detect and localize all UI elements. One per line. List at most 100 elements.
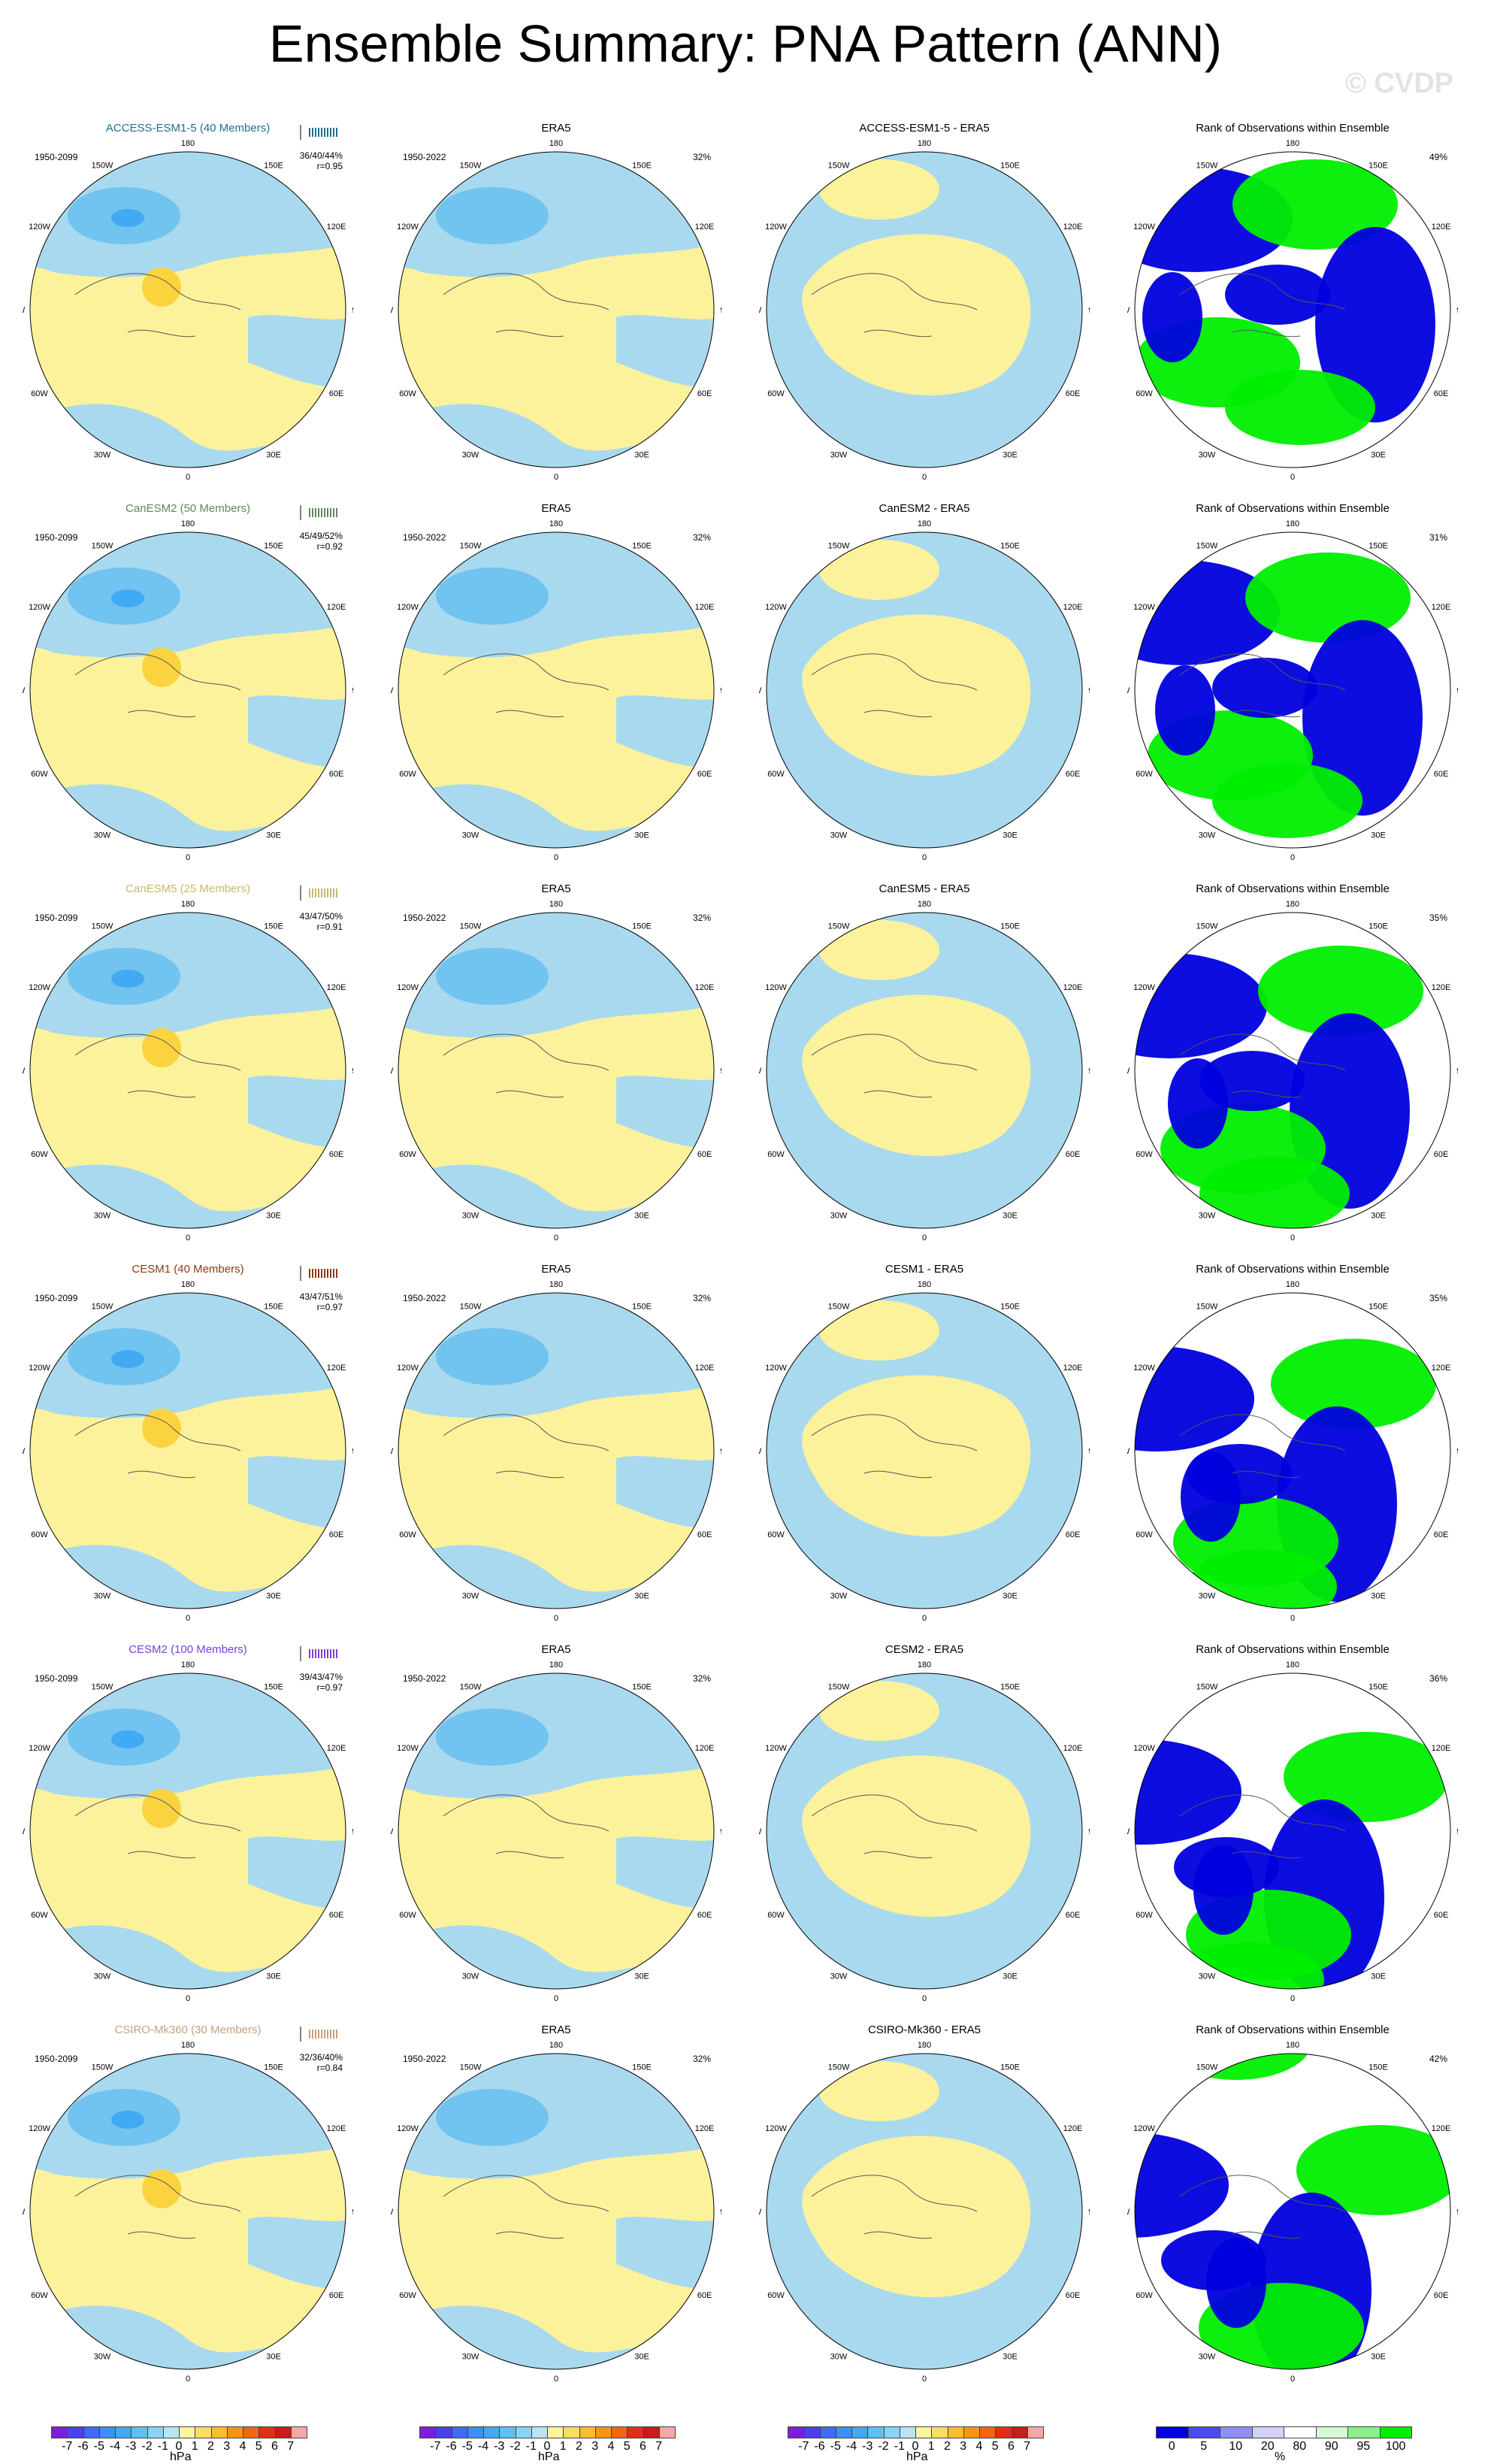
longitude-label: 60W	[31, 1150, 48, 1159]
spread-whisker-icon	[300, 125, 337, 140]
longitude-label: 120E	[695, 983, 715, 992]
stats-label: 43/47/50%	[299, 911, 343, 922]
longitude-label: 150W	[460, 2063, 482, 2072]
low-center	[436, 568, 549, 625]
map-border	[29, 1292, 346, 1609]
longitude-label: 180	[181, 2041, 195, 2050]
longitude-label: 30W	[94, 1972, 111, 1981]
longitude-label: 90W	[759, 1067, 762, 1076]
diff-map: 180 150E 120E 90E 60E 30E 0 30W 60W 90W 120W 150W	[759, 139, 1090, 482]
longitude-label: 90E	[1456, 686, 1458, 695]
map-border	[1134, 151, 1451, 468]
colorbar-swatch	[579, 2426, 596, 2438]
longitude-label: 180	[549, 519, 563, 528]
model-map: 180 150E 120E 90E 60E 30E 0 30W 60W 90W 120W 150W	[23, 900, 353, 1243]
longitude-label: 30E	[1371, 2352, 1386, 2361]
obs-title: ERA5	[541, 122, 571, 135]
period-label: 1950-2099	[35, 1293, 78, 1303]
map-panel: ERA5 1950-2022 32% 180 150E 120E 90E 60E 30E 0 30W…	[391, 1643, 721, 2019]
colorbar-swatch	[867, 2426, 885, 2438]
colorbar-swatch	[1011, 2426, 1028, 2438]
rank-map: 180 150E 120E 90E 60E 30E 0 30W 60W 90W 120W 150W	[1127, 139, 1458, 482]
map-border	[29, 2053, 346, 2370]
map-border	[398, 1292, 715, 1609]
stats-label: 45/49/52%	[299, 531, 343, 541]
longitude-label: 150E	[264, 2063, 283, 2072]
rank-region	[1135, 2133, 1229, 2238]
longitude-label: 60W	[1136, 1911, 1153, 1920]
longitude-label: 30E	[1371, 831, 1386, 840]
longitude-label: 150W	[828, 922, 850, 931]
model-title: CanESM5 (25 Members)	[126, 882, 250, 895]
longitude-label: 60W	[1136, 1530, 1153, 1539]
longitude-label: 60E	[329, 1911, 344, 1920]
rank-region	[1315, 227, 1435, 422]
colorbar-swatch	[1156, 2426, 1189, 2438]
longitude-label: 150E	[632, 2063, 652, 2072]
map-border	[1134, 2053, 1451, 2370]
longitude-label: 150W	[828, 1683, 850, 1692]
high-center	[142, 1409, 181, 1448]
longitude-label: 180	[181, 519, 195, 528]
obs-title: ERA5	[541, 2024, 571, 2036]
colorbar-swatch	[83, 2426, 100, 2438]
longitude-label: 60W	[767, 1530, 785, 1539]
longitude-label: 0	[922, 1234, 927, 1243]
longitude-label: 60W	[31, 1530, 48, 1539]
longitude-label: 60E	[1434, 2291, 1449, 2300]
longitude-label: 0	[554, 473, 558, 482]
rank-region	[1212, 763, 1362, 838]
rank-region	[1258, 946, 1423, 1036]
rank-percent: 35%	[1429, 1293, 1447, 1303]
longitude-label: 150W	[1196, 542, 1218, 551]
longitude-label: 150W	[92, 1303, 113, 1312]
diff-map: 180 150E 120E 90E 60E 30E 0 30W 60W 90W 120W 150W	[759, 1280, 1090, 1623]
longitude-label: 60E	[1434, 389, 1449, 398]
longitude-label: 90W	[391, 2208, 394, 2217]
longitude-label: 60W	[399, 770, 416, 779]
obs-map: 180 150E 120E 90E 60E 30E 0 30W 60W 90W 120W 150W	[391, 2041, 721, 2384]
longitude-label: 0	[1290, 1994, 1295, 2003]
longitude-label: 90E	[1088, 306, 1090, 315]
longitude-label: 30W	[94, 1211, 111, 1220]
map-border	[398, 1672, 715, 1990]
longitude-label: 150W	[460, 1303, 482, 1312]
rank-percent: 31%	[1429, 532, 1447, 543]
longitude-label: 30E	[1371, 1211, 1386, 1220]
longitude-label: 120E	[1432, 222, 1451, 232]
longitude-label: 90W	[391, 1067, 394, 1076]
longitude-label: 30E	[634, 1972, 649, 1981]
longitude-label: 0	[554, 2375, 558, 2384]
longitude-label: 30E	[1371, 1591, 1386, 1600]
longitude-label: 180	[918, 139, 931, 148]
period-label: 1950-2022	[403, 532, 446, 543]
rank-region	[1225, 370, 1375, 445]
longitude-label: 60E	[697, 1911, 712, 1920]
high-center	[142, 268, 181, 307]
longitude-label: 60W	[31, 770, 48, 779]
map-border	[1134, 1292, 1451, 1609]
longitude-label: 120E	[327, 603, 346, 612]
diff-map: 180 150E 120E 90E 60E 30E 0 30W 60W 90W 120W 150W	[759, 519, 1090, 862]
longitude-label: 90W	[391, 306, 394, 315]
colorbar-swatch	[899, 2426, 916, 2438]
longitude-label: 0	[922, 1614, 927, 1623]
longitude-label: 150W	[1196, 922, 1218, 931]
longitude-label: 150W	[92, 2063, 113, 2072]
colorbar-swatch	[179, 2426, 196, 2438]
map-panel: Rank of Observations within Ensemble 35% 1…	[1127, 1263, 1458, 1639]
longitude-label: 150W	[1196, 162, 1218, 171]
spread-whisker-icon	[300, 885, 337, 901]
longitude-label: 60E	[329, 1530, 344, 1539]
rank-region	[1142, 272, 1202, 362]
longitude-label: 30E	[1003, 1972, 1018, 1981]
colorbar-swatch	[611, 2426, 628, 2438]
longitude-label: 30W	[1199, 831, 1216, 840]
longitude-label: 120E	[1063, 603, 1083, 612]
longitude-label: 180	[549, 900, 563, 909]
colorbar-swatch	[947, 2426, 964, 2438]
low-center	[436, 2089, 549, 2146]
colorbar-unit: hPa	[170, 2450, 192, 2463]
longitude-label: 180	[1286, 1280, 1299, 1289]
longitude-label: 120W	[29, 2124, 50, 2133]
